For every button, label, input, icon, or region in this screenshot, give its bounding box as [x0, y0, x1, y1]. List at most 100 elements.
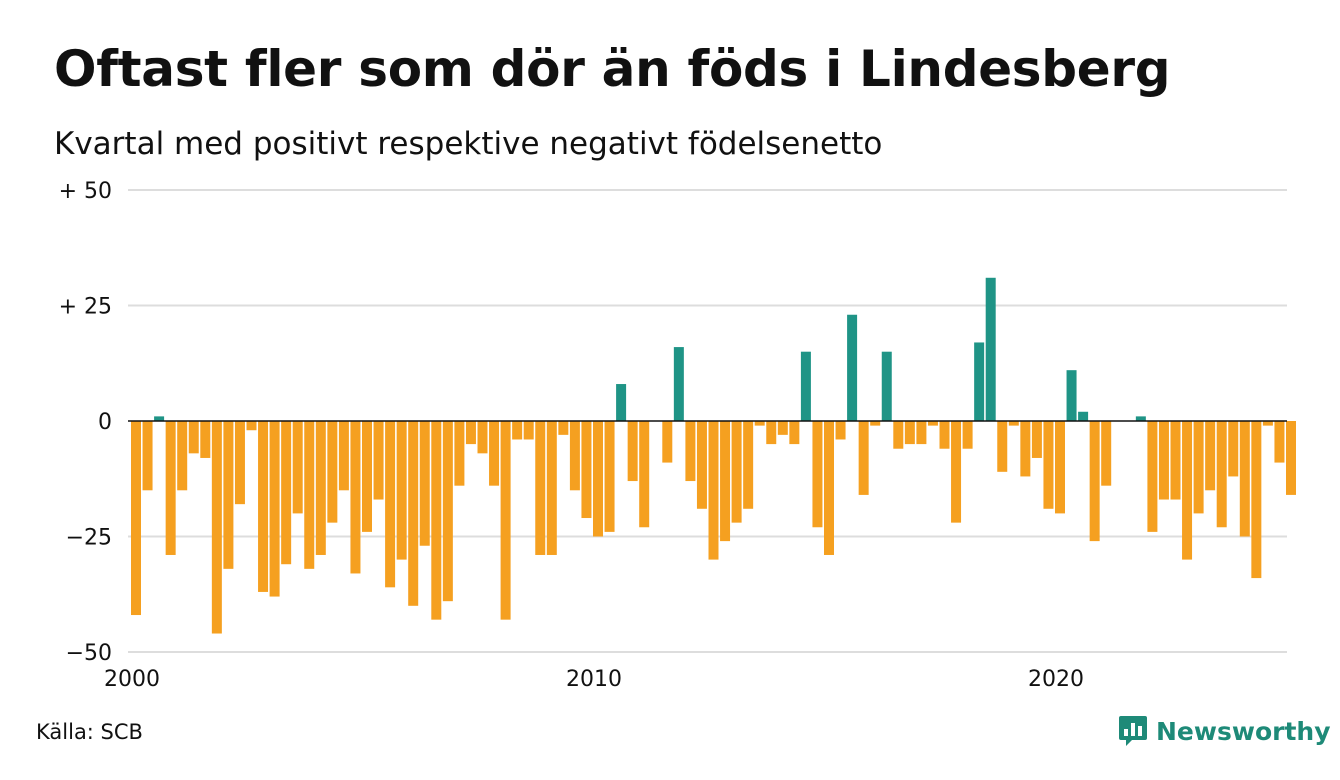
bar-negative — [1020, 421, 1031, 477]
bar-negative — [627, 421, 638, 482]
bar-negative — [211, 421, 222, 634]
bar-negative — [604, 421, 615, 532]
bar-negative — [454, 421, 465, 486]
bar-positive — [1078, 411, 1089, 421]
bars — [131, 277, 1296, 634]
bar-negative — [893, 421, 904, 449]
bar-negative — [315, 421, 326, 555]
bar-negative — [304, 421, 315, 569]
bar-negative — [962, 421, 973, 449]
brand-name: Newsworthy — [1156, 716, 1331, 746]
bar-negative — [927, 421, 938, 426]
bar-negative — [1205, 421, 1216, 491]
bar-negative — [385, 421, 396, 588]
bar-chart: + 50 + 25 0 −25 −50 2000 2010 2020 — [59, 179, 1296, 692]
bar-negative — [766, 421, 777, 445]
bar-negative — [396, 421, 407, 560]
bar-positive — [616, 384, 627, 421]
bar-negative — [1031, 421, 1042, 458]
bar-negative — [731, 421, 742, 523]
newsworthy-logo-icon — [1119, 716, 1147, 746]
x-tick-label: 2000 — [104, 667, 160, 692]
y-axis-ticks: + 50 + 25 0 −25 −50 — [59, 179, 112, 666]
x-tick-label: 2020 — [1028, 667, 1084, 692]
bar-positive — [154, 416, 165, 421]
bar-negative — [373, 421, 384, 500]
x-tick-label: 2010 — [566, 667, 622, 692]
bar-negative — [512, 421, 523, 440]
bar-negative — [465, 421, 476, 445]
bar-positive — [985, 277, 996, 421]
bar-negative — [408, 421, 419, 606]
bar-negative — [824, 421, 834, 555]
bar-negative — [1008, 421, 1019, 426]
bar-negative — [523, 421, 534, 440]
bar-negative — [200, 421, 211, 458]
bar-negative — [743, 421, 754, 509]
bar-negative — [489, 421, 500, 486]
bar-negative — [1089, 421, 1100, 542]
bar-negative — [1216, 421, 1227, 528]
bar-negative — [1193, 421, 1204, 514]
bar-negative — [1170, 421, 1181, 500]
bar-positive — [1066, 370, 1077, 421]
bar-negative — [477, 421, 488, 454]
bar-negative — [292, 421, 303, 514]
bar-negative — [569, 421, 580, 491]
bar-negative — [708, 421, 719, 560]
bar-negative — [1274, 421, 1285, 463]
bar-negative — [258, 421, 269, 592]
bar-negative — [789, 421, 800, 445]
bar-negative — [142, 421, 153, 491]
bar-negative — [1043, 421, 1054, 509]
bar-negative — [223, 421, 234, 569]
bar-negative — [1182, 421, 1193, 560]
bar-positive — [673, 347, 684, 421]
bar-negative — [720, 421, 731, 542]
bar-negative — [1147, 421, 1158, 532]
bar-negative — [777, 421, 788, 435]
bar-negative — [904, 421, 915, 445]
bar-negative — [188, 421, 199, 454]
bar-negative — [1101, 421, 1112, 486]
bar-positive — [974, 342, 985, 421]
bar-negative — [997, 421, 1008, 472]
brand-logo[interactable]: Newsworthy — [1118, 714, 1331, 748]
bar-negative — [1055, 421, 1065, 514]
bar-negative — [269, 421, 280, 597]
bar-negative — [581, 421, 592, 519]
y-tick-label: + 50 — [59, 179, 112, 204]
bar-negative — [362, 421, 372, 532]
bar-negative — [131, 421, 141, 616]
bar-negative — [350, 421, 361, 574]
bar-negative — [165, 421, 176, 555]
bar-negative — [327, 421, 338, 523]
bar-negative — [1262, 421, 1273, 426]
bar-negative — [812, 421, 823, 528]
bar-negative — [916, 421, 927, 445]
bar-negative — [234, 421, 245, 505]
bar-negative — [1251, 421, 1262, 579]
chart-title: Oftast fler som dör än föds i Lindesberg — [54, 40, 1171, 98]
bar-negative — [1286, 421, 1296, 495]
bar-positive — [800, 351, 811, 421]
bar-negative — [858, 421, 869, 495]
bar-negative — [281, 421, 292, 565]
bar-negative — [419, 421, 430, 546]
bar-negative — [546, 421, 557, 555]
bar-negative — [939, 421, 950, 449]
bar-negative — [835, 421, 846, 440]
bar-negative — [593, 421, 603, 537]
bar-negative — [951, 421, 962, 523]
bar-negative — [338, 421, 349, 491]
bar-negative — [754, 421, 765, 426]
bar-negative — [246, 421, 257, 431]
bar-negative — [177, 421, 188, 491]
source-note: Källa: SCB — [36, 720, 143, 744]
bar-negative — [1158, 421, 1169, 500]
bar-negative — [442, 421, 453, 602]
bar-negative — [1228, 421, 1239, 477]
bar-negative — [696, 421, 707, 509]
bar-negative — [662, 421, 673, 463]
bar-negative — [870, 421, 881, 426]
